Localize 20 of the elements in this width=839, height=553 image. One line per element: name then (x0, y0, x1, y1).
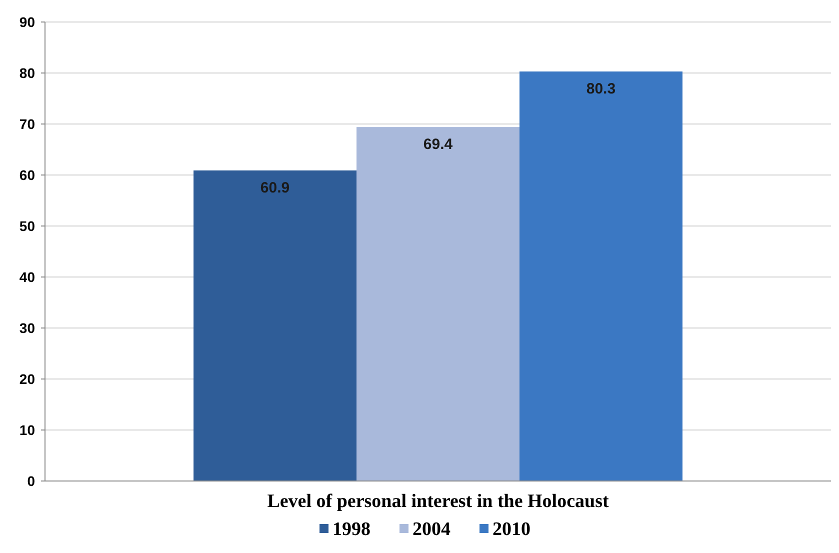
y-tick-label: 0 (27, 472, 36, 489)
x-tick-label: Level of personal interest in the Holocaust (267, 491, 610, 512)
y-tick-label: 60 (19, 166, 36, 183)
legend-label: 2004 (412, 519, 451, 540)
bar (194, 170, 357, 481)
y-tick-label: 90 (19, 14, 36, 30)
data-label: 60.9 (260, 179, 290, 196)
y-tick-label: 70 (19, 116, 36, 132)
y-tick-label: 80 (19, 64, 36, 81)
y-tick-label: 10 (19, 422, 36, 438)
bar (356, 127, 520, 481)
y-tick-label: 30 (19, 320, 36, 336)
legend-label: 2010 (492, 519, 530, 540)
legend-label: 1998 (332, 519, 370, 540)
y-tick-label: 20 (19, 370, 36, 387)
data-label: 69.4 (423, 136, 454, 154)
y-tick-label: 50 (19, 218, 36, 234)
y-tick-label: 40 (19, 268, 36, 285)
data-label: 80.3 (586, 80, 616, 98)
bar (519, 71, 682, 481)
